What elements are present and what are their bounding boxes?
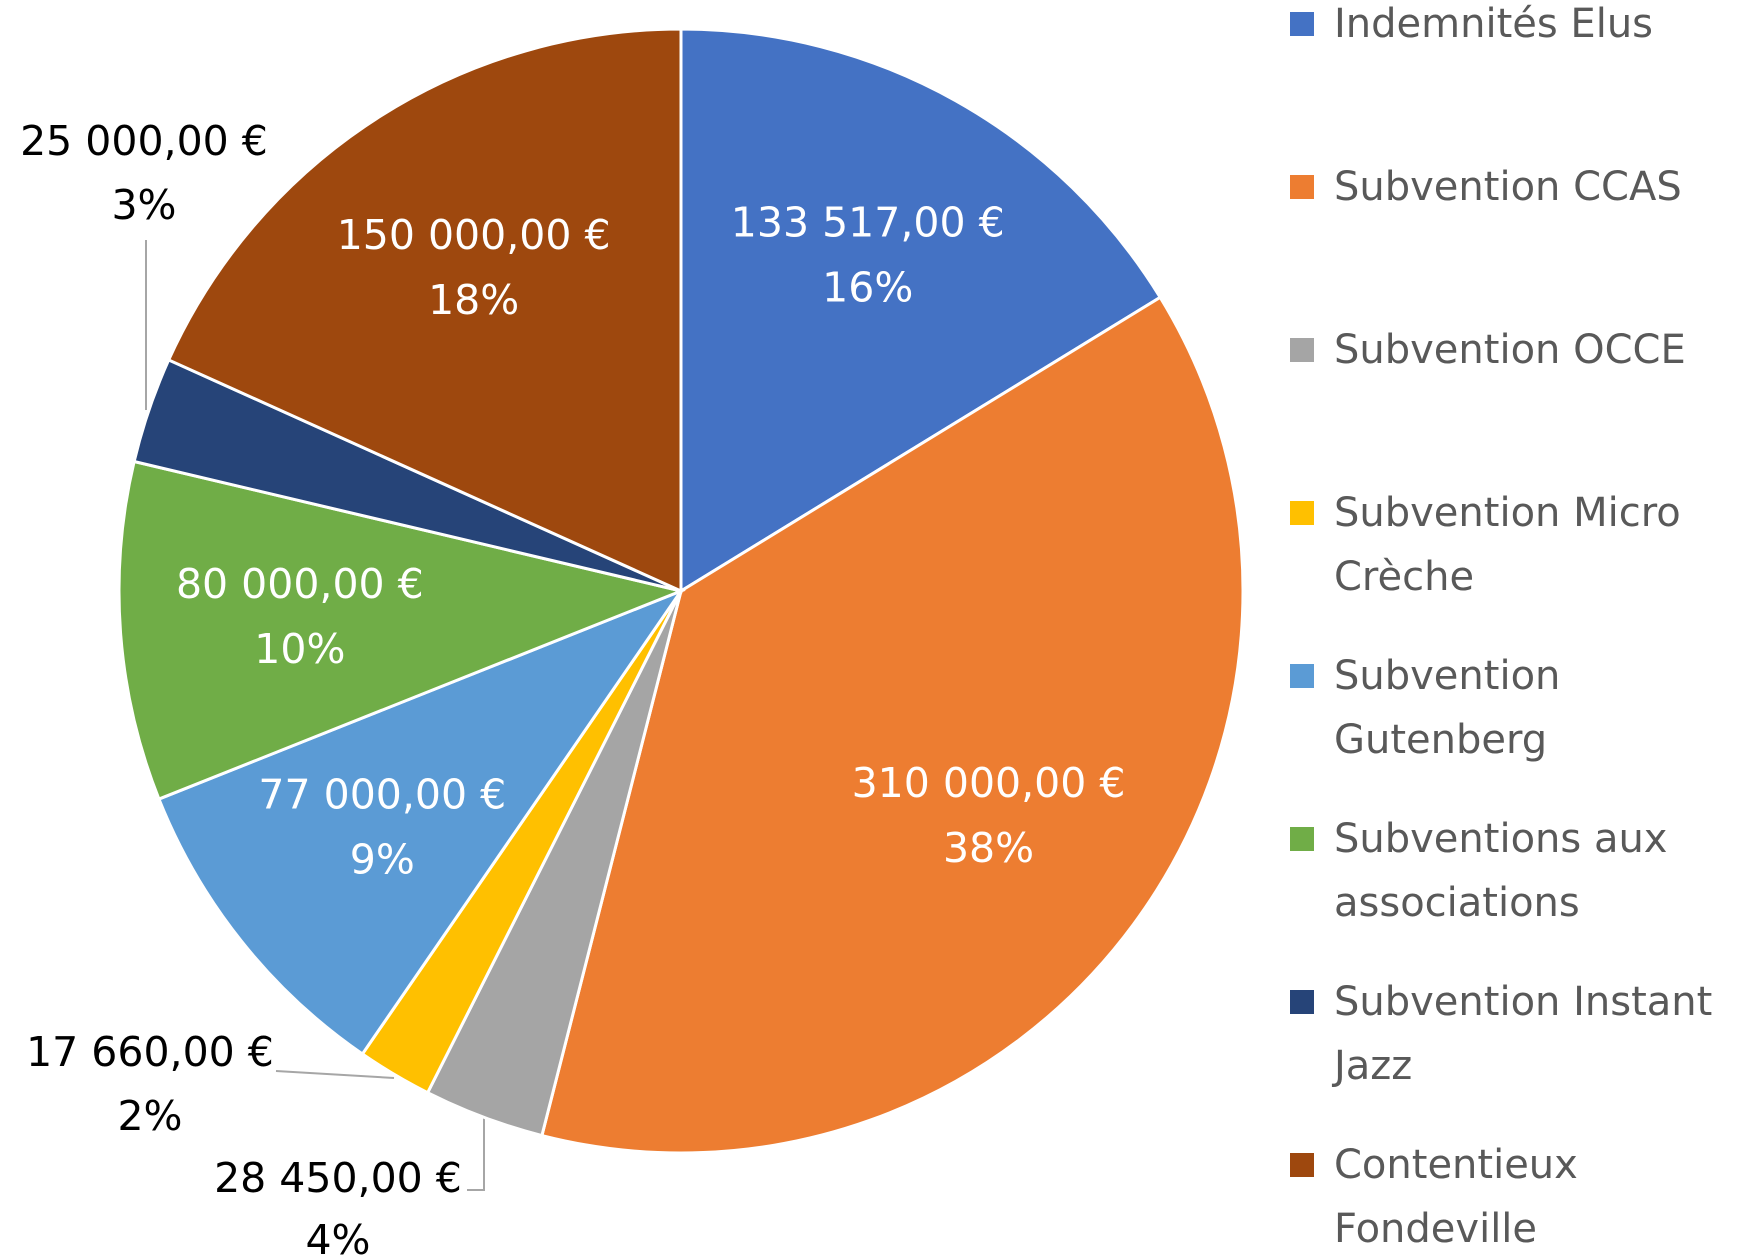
- pie-slice: [156, 587, 686, 1057]
- pie-slice: [117, 459, 686, 802]
- legend-label: Contentieux Fondeville: [1334, 1142, 1578, 1252]
- percent-label: 16%: [822, 264, 913, 312]
- legend-swatch: [1290, 338, 1314, 362]
- leader-line: [275, 1070, 395, 1079]
- legend-entry: Subvention OCCE: [1290, 318, 1750, 382]
- legend-swatch: [1290, 501, 1314, 525]
- legend-swatch: [1290, 827, 1314, 851]
- data-label: 17 660,00 €: [26, 1028, 274, 1076]
- legend-swatch: [1290, 990, 1314, 1014]
- legend-swatch: [1290, 12, 1314, 36]
- data-label: 150 000,00 €: [337, 211, 611, 259]
- legend-label: Subvention CCAS: [1334, 164, 1682, 210]
- percent-label: 3%: [111, 181, 176, 229]
- legend-label: Subvention Micro Crèche: [1334, 490, 1681, 600]
- data-label: 133 517,00 €: [731, 199, 1005, 247]
- percent-label: 2%: [117, 1092, 182, 1140]
- legend-entry: Subventions aux associations: [1290, 807, 1750, 935]
- legend-label: Subvention OCCE: [1334, 327, 1686, 373]
- legend-entry: Indemnités Elus: [1290, 0, 1750, 56]
- legend-swatch: [1290, 175, 1314, 199]
- legend-label: Indemnités Elus: [1334, 1, 1654, 47]
- percent-label: 10%: [254, 625, 345, 673]
- pie-slice: [166, 27, 683, 594]
- percent-label: 9%: [350, 835, 415, 883]
- leader-line: [467, 1114, 485, 1191]
- legend-entry: Subvention Instant Jazz: [1290, 970, 1750, 1098]
- legend-entry: Contentieux Fondeville: [1290, 1133, 1750, 1258]
- pie-slice: [679, 27, 1163, 594]
- percent-label: 38%: [943, 824, 1034, 872]
- legend-label: Subventions aux associations: [1334, 816, 1668, 926]
- data-label: 28 450,00 €: [214, 1154, 462, 1202]
- legend-swatch: [1290, 664, 1314, 688]
- data-label: 310 000,00 €: [852, 759, 1126, 807]
- legend-label: Subvention Instant Jazz: [1334, 979, 1713, 1089]
- data-label: 25 000,00 €: [20, 117, 268, 165]
- legend-entry: Subvention Micro Crèche: [1290, 481, 1750, 609]
- percent-label: 18%: [428, 276, 519, 324]
- data-label: 77 000,00 €: [258, 770, 506, 818]
- legend-entry: Subvention Gutenberg: [1290, 644, 1750, 772]
- percent-label: 4%: [305, 1216, 370, 1258]
- legend-entry: Subvention CCAS: [1290, 155, 1750, 219]
- data-label: 80 000,00 €: [176, 560, 424, 608]
- legend-label: Subvention Gutenberg: [1334, 653, 1561, 763]
- pie-slice: [540, 295, 1245, 1155]
- legend-swatch: [1290, 1153, 1314, 1177]
